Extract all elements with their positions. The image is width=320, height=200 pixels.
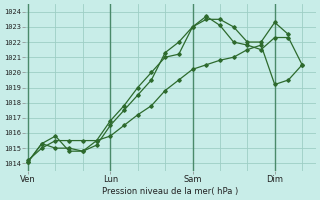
X-axis label: Pression niveau de la mer( hPa ): Pression niveau de la mer( hPa )	[102, 187, 239, 196]
